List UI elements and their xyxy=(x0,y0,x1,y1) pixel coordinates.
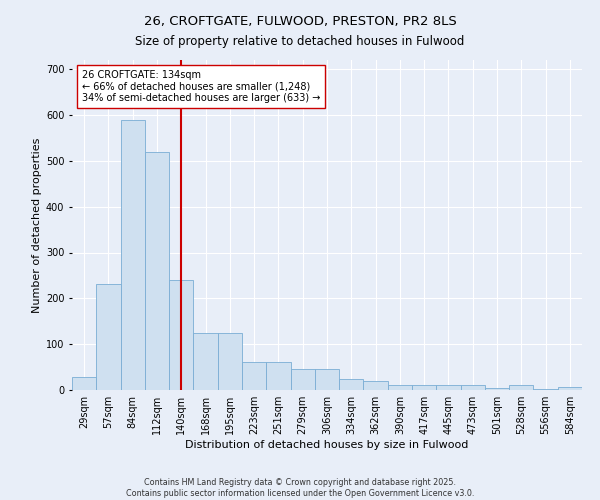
Bar xyxy=(72,377,96,390)
Text: Size of property relative to detached houses in Fulwood: Size of property relative to detached ho… xyxy=(136,35,464,48)
Bar xyxy=(96,284,121,390)
Bar xyxy=(388,384,412,390)
Bar xyxy=(412,384,436,390)
Bar xyxy=(121,120,145,390)
Bar xyxy=(509,386,533,390)
Bar xyxy=(193,332,218,390)
Bar xyxy=(145,152,169,390)
Bar xyxy=(364,381,388,390)
Bar xyxy=(485,388,509,390)
Bar xyxy=(218,332,242,390)
Y-axis label: Number of detached properties: Number of detached properties xyxy=(32,138,41,312)
Bar xyxy=(461,386,485,390)
Bar xyxy=(169,280,193,390)
Bar xyxy=(533,388,558,390)
Bar xyxy=(339,378,364,390)
X-axis label: Distribution of detached houses by size in Fulwood: Distribution of detached houses by size … xyxy=(185,440,469,450)
Bar xyxy=(290,370,315,390)
Bar xyxy=(315,370,339,390)
Bar xyxy=(266,362,290,390)
Text: 26, CROFTGATE, FULWOOD, PRESTON, PR2 8LS: 26, CROFTGATE, FULWOOD, PRESTON, PR2 8LS xyxy=(143,15,457,28)
Text: Contains HM Land Registry data © Crown copyright and database right 2025.
Contai: Contains HM Land Registry data © Crown c… xyxy=(126,478,474,498)
Bar xyxy=(242,362,266,390)
Text: 26 CROFTGATE: 134sqm
← 66% of detached houses are smaller (1,248)
34% of semi-de: 26 CROFTGATE: 134sqm ← 66% of detached h… xyxy=(82,70,320,103)
Bar xyxy=(436,386,461,390)
Bar xyxy=(558,387,582,390)
